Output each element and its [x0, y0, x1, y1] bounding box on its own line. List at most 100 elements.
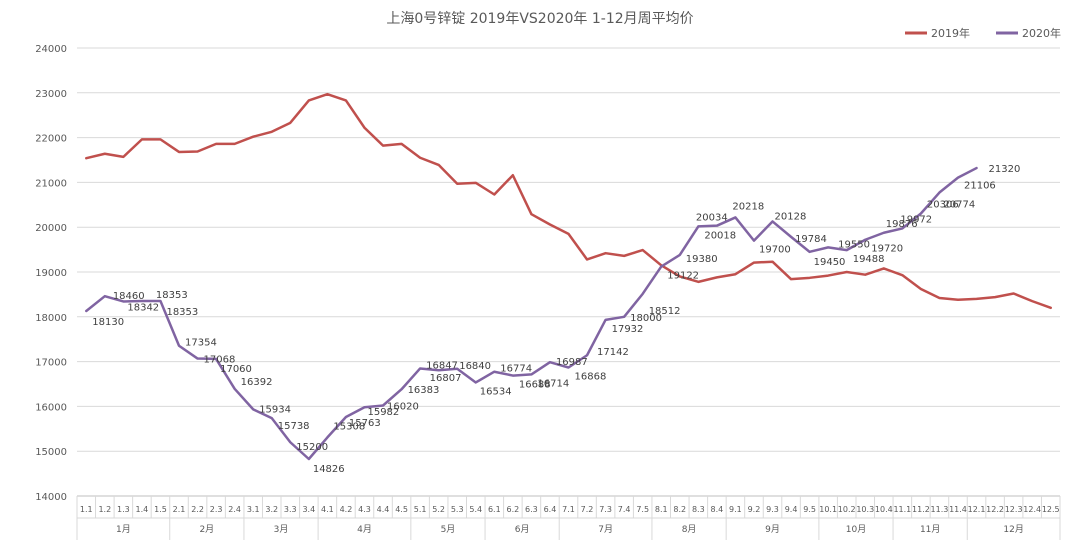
data-point — [512, 374, 514, 377]
data-point — [493, 193, 496, 196]
x-tick-label: 6.1 — [488, 505, 501, 514]
x-tick-label: 3.2 — [265, 505, 278, 514]
y-tick-label: 17000 — [35, 358, 67, 369]
data-point — [326, 436, 329, 439]
data-point — [345, 99, 347, 102]
data-label: 18353 — [156, 290, 188, 301]
data-point — [938, 191, 941, 194]
month-label: 12月 — [1003, 524, 1023, 535]
x-tick-label: 9.5 — [803, 505, 816, 514]
x-tick-label: 9.3 — [766, 505, 779, 514]
x-tick-label: 4.5 — [395, 505, 408, 514]
data-label: 14826 — [313, 464, 345, 475]
legend-label: 2019年 — [931, 26, 970, 40]
x-tick-label: 1.1 — [80, 505, 93, 514]
x-tick-label: 7.4 — [618, 505, 631, 514]
data-label: 18130 — [92, 317, 124, 328]
x-tick-label: 8.2 — [673, 505, 686, 514]
data-point — [697, 225, 700, 228]
x-tick-label: 4.4 — [377, 505, 390, 514]
data-point — [400, 143, 403, 145]
data-label: 17060 — [220, 364, 252, 375]
data-label: 18460 — [113, 291, 145, 302]
data-point — [530, 373, 533, 376]
data-point — [586, 354, 588, 357]
data-point — [901, 274, 904, 276]
data-point — [790, 278, 792, 280]
data-label: 15934 — [259, 404, 291, 415]
data-point — [975, 167, 978, 169]
x-tick-label: 12.3 — [1005, 505, 1023, 514]
y-tick-label: 23000 — [35, 89, 67, 100]
data-point — [345, 416, 347, 418]
data-point — [419, 367, 421, 370]
data-label: 19720 — [871, 244, 903, 255]
data-point — [678, 275, 681, 278]
data-label: 16392 — [241, 377, 273, 388]
x-tick-label: 12.4 — [1023, 505, 1041, 514]
data-point — [308, 99, 310, 102]
x-tick-label: 7.1 — [562, 505, 575, 514]
data-label: 17142 — [597, 347, 629, 358]
data-point — [474, 182, 477, 184]
data-point — [159, 300, 162, 302]
month-label: 6月 — [515, 524, 530, 535]
x-tick-label: 9.4 — [785, 505, 798, 514]
data-label: 20218 — [732, 201, 764, 212]
x-tick-label: 9.1 — [729, 505, 742, 514]
data-label: 15982 — [367, 407, 399, 418]
x-tick-label: 4.2 — [340, 505, 353, 514]
data-point — [957, 176, 959, 179]
x-tick-label: 1.3 — [117, 505, 130, 514]
data-label: 18000 — [630, 313, 662, 324]
x-tick-label: 3.3 — [284, 505, 297, 514]
y-tick-label: 21000 — [35, 178, 67, 189]
series-line-2019年 — [85, 92, 1052, 310]
data-point — [845, 271, 848, 273]
data-label: 20306 — [927, 199, 959, 210]
data-point — [864, 238, 867, 241]
data-point — [400, 388, 403, 391]
y-tick-label: 15000 — [35, 447, 67, 458]
x-tick-label: 5.3 — [451, 505, 464, 514]
x-tick-label: 3.4 — [302, 505, 315, 514]
data-point — [178, 344, 180, 347]
data-point — [178, 151, 180, 153]
data-point — [363, 126, 366, 129]
data-point — [233, 388, 236, 390]
data-point — [252, 135, 254, 138]
x-tick-label: 11.4 — [949, 505, 967, 514]
data-point — [270, 130, 273, 133]
x-tick-label: 11.3 — [931, 505, 949, 514]
data-label: 16534 — [480, 386, 512, 397]
data-point — [771, 220, 774, 223]
data-point — [716, 276, 718, 279]
x-tick-label: 11.1 — [893, 505, 911, 514]
data-point — [289, 122, 292, 124]
month-label: 3月 — [274, 524, 289, 535]
legend: 2019年 2020年 — [905, 26, 1061, 40]
data-point — [1012, 292, 1015, 295]
data-point — [196, 150, 199, 153]
x-tick-label: 6.3 — [525, 505, 538, 514]
data-label: 19450 — [814, 257, 846, 268]
data-label: 16020 — [387, 402, 419, 413]
y-tick-label: 18000 — [35, 313, 67, 324]
data-label: 19784 — [795, 234, 827, 245]
data-point — [122, 156, 125, 158]
gridlines — [77, 47, 1060, 497]
month-label: 10月 — [846, 524, 866, 535]
x-tick-label: 6.4 — [544, 505, 557, 514]
data-label: 19488 — [853, 254, 885, 265]
data-point — [549, 223, 551, 226]
data-point — [159, 138, 162, 141]
x-tick-label: 9.2 — [748, 505, 761, 514]
data-point — [623, 316, 625, 318]
data-label: 17354 — [185, 338, 217, 349]
data-point — [363, 406, 366, 409]
data-label: 19972 — [900, 214, 932, 225]
x-tick-label: 10.3 — [856, 505, 874, 514]
data-point — [122, 300, 125, 303]
